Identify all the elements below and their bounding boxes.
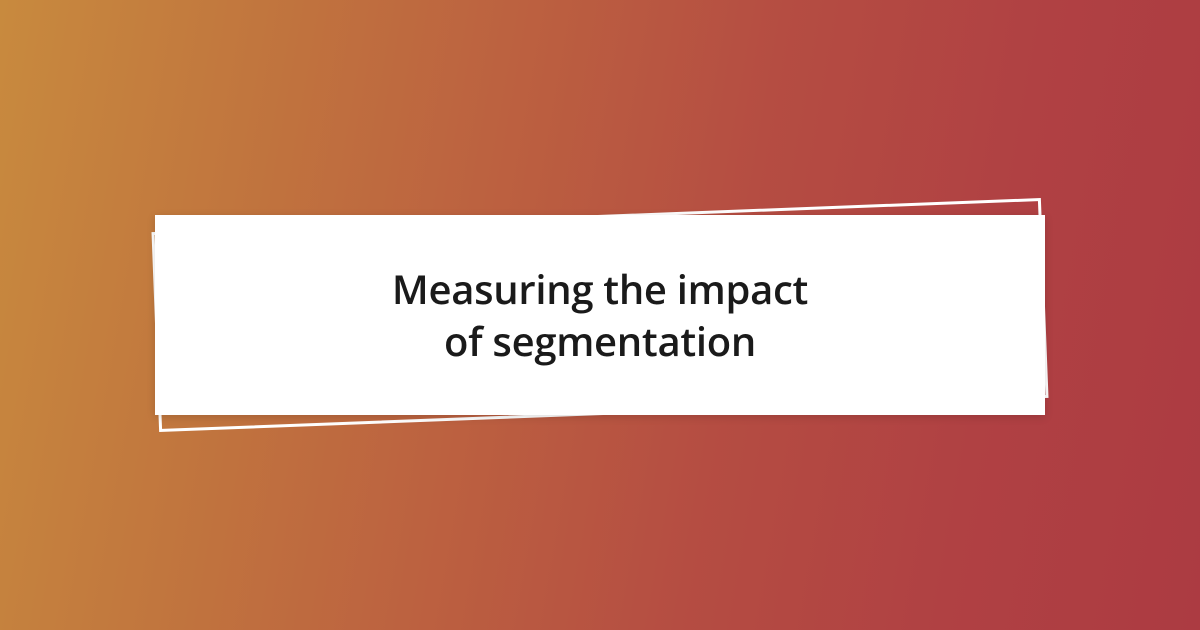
title-line-2: of segmentation: [444, 313, 756, 368]
title-card-wrapper: Measuring the impact of segmentation: [155, 210, 1045, 420]
title-line-1: Measuring the impact: [392, 261, 808, 316]
title-text: Measuring the impact of segmentation: [392, 263, 808, 367]
title-card: Measuring the impact of segmentation: [155, 215, 1045, 415]
